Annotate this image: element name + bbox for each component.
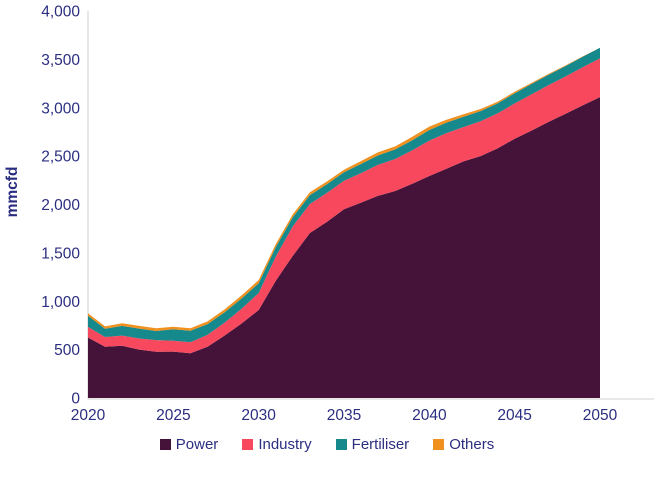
- legend-swatch-industry: [242, 439, 254, 450]
- y-tick-label: 2,000: [41, 197, 80, 214]
- x-tick-label: 2025: [156, 407, 190, 424]
- y-tick-label: 3,500: [41, 52, 80, 69]
- legend-swatch-fertiliser: [335, 439, 347, 450]
- legend-label: Fertiliser: [351, 436, 410, 453]
- legend: Power Industry Fertiliser Others: [0, 436, 654, 453]
- y-axis-title: mmcfd: [4, 167, 21, 218]
- area-fertiliser: [88, 47, 600, 343]
- y-tick-label: 3,000: [41, 100, 80, 117]
- y-tick-label: 2,500: [41, 149, 80, 166]
- legend-item-fertiliser: Fertiliser: [335, 436, 410, 453]
- y-tick-label: 500: [54, 342, 80, 359]
- y-tick-label: 0: [71, 391, 80, 408]
- y-tick-label: 1,000: [41, 294, 80, 311]
- x-tick-label: 2030: [241, 407, 276, 424]
- legend-label: Power: [175, 436, 219, 453]
- area-power: [88, 97, 600, 398]
- legend-item-industry: Industry: [242, 436, 312, 453]
- legend-item-others: Others: [433, 436, 494, 453]
- legend-label: Others: [449, 436, 495, 453]
- x-tick-label: 2020: [71, 407, 106, 424]
- y-tick-label: 4,000: [41, 4, 80, 21]
- x-tick-label: 2050: [583, 407, 618, 424]
- x-tick-label: 2045: [497, 407, 531, 424]
- x-tick-label: 2035: [327, 407, 361, 424]
- x-tick-label: 2040: [412, 407, 447, 424]
- legend-item-power: Power: [159, 436, 219, 453]
- area-industry: [88, 58, 600, 354]
- legend-label: Industry: [258, 436, 312, 453]
- y-tick-label: 1,500: [41, 245, 80, 262]
- legend-swatch-others: [433, 439, 445, 450]
- chart-canvas: 0 500 1,000 1,500 2,000 2,500 3,000 3,500 4,000 2…: [4, 4, 654, 425]
- axis-labels: 0 500 1,000 1,500 2,000 2,500 3,000 3,500 4,000 2…: [41, 4, 617, 425]
- area-series: [88, 47, 600, 398]
- legend-swatch-power: [159, 439, 171, 450]
